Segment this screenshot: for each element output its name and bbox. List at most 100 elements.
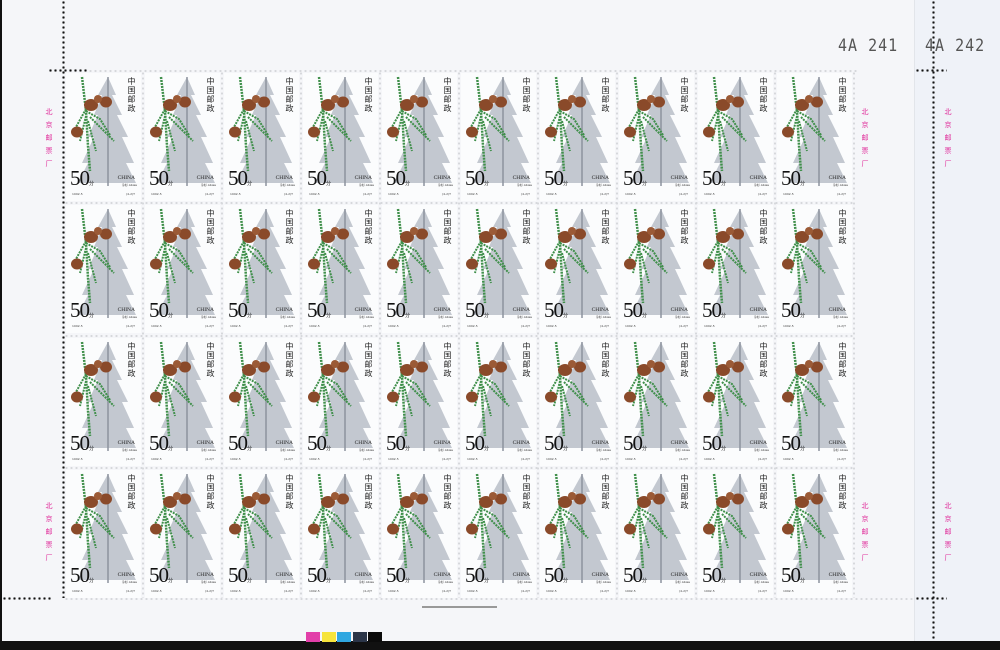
pine-branch-illustration bbox=[145, 469, 220, 598]
denomination-unit: 分 bbox=[642, 182, 648, 187]
denomination: 50分 bbox=[465, 166, 489, 191]
issue-code: 1992-5 bbox=[309, 324, 320, 329]
country-name-cn: 中国邮政 bbox=[364, 209, 373, 246]
denomination: 50分 bbox=[307, 563, 331, 588]
country-name-cn: 中国邮政 bbox=[522, 473, 531, 510]
denomination-unit: 分 bbox=[89, 314, 95, 320]
color-swatch bbox=[352, 632, 367, 642]
issue-code: 1992-5 bbox=[625, 456, 636, 461]
color-swatch bbox=[321, 632, 336, 642]
country-name-cn: 中国邮政 bbox=[601, 77, 610, 113]
stamp: 中国邮政 50分 CHINA 冷杉 Abies 1992-5 (4-2)T bbox=[459, 336, 538, 468]
issue-code: 1992-5 bbox=[72, 588, 83, 593]
stamp-serial: (4-2)T bbox=[204, 456, 214, 461]
margin-inscription-top-right: 北京邮票厂 bbox=[861, 108, 869, 173]
stamp-serial: (4-2)T bbox=[125, 324, 135, 329]
perforation-left bbox=[62, 0, 65, 598]
stamp-serial: (4-2)T bbox=[757, 588, 767, 593]
country-name-en: CHINA bbox=[670, 439, 688, 446]
denomination-unit: 分 bbox=[405, 314, 411, 320]
denomination-value: 50 bbox=[228, 430, 248, 455]
country-name-cn: 中国邮政 bbox=[601, 341, 610, 378]
species-caption: 冷杉 Abies bbox=[437, 183, 453, 187]
issue-code: 1992-5 bbox=[230, 192, 241, 196]
stamp: 中国邮政 50分 CHINA 冷杉 Abies 1992-5 (4-2)T bbox=[64, 336, 143, 468]
species-caption: 冷杉 Abies bbox=[358, 183, 374, 187]
perforation-top bbox=[88, 70, 858, 72]
denomination-value: 50 bbox=[781, 298, 801, 323]
species-caption: 冷杉 Abies bbox=[279, 183, 295, 187]
country-name-cn: 中国邮政 bbox=[443, 473, 452, 510]
stamp-serial: (4-2)T bbox=[125, 588, 135, 593]
issue-code: 1992-5 bbox=[467, 588, 478, 593]
country-name-en: CHINA bbox=[828, 307, 846, 314]
denomination: 50分 bbox=[781, 563, 805, 588]
country-name-cn: 中国邮政 bbox=[601, 209, 610, 246]
denomination-unit: 分 bbox=[89, 578, 95, 584]
species-caption: 冷杉 Abies bbox=[437, 579, 453, 584]
denomination-value: 50 bbox=[386, 166, 406, 190]
denomination: 50分 bbox=[70, 431, 94, 456]
country-name-cn: 中国邮政 bbox=[680, 341, 689, 378]
stamp: 中国邮政 50分 CHINA 冷杉 Abies 1992-5 (4-2)T bbox=[617, 71, 696, 203]
margin-inscription-bottom-right: 北京邮票厂 bbox=[861, 502, 869, 567]
species-caption: 冷杉 Abies bbox=[279, 447, 295, 452]
issue-code: 1992-5 bbox=[704, 324, 715, 329]
denomination-value: 50 bbox=[623, 166, 643, 190]
issue-code: 1992-5 bbox=[230, 324, 241, 329]
denomination-value: 50 bbox=[149, 562, 169, 587]
stamp: 中国邮政 50分 CHINA 冷杉 Abies 1992-5 (4-2)T bbox=[775, 468, 854, 600]
stamp: 中国邮政 50分 CHINA 冷杉 Abies 1992-5 (4-2)T bbox=[222, 203, 301, 335]
margin-inscription-sheet2-bottom: 北京邮票厂 bbox=[944, 502, 952, 567]
species-caption: 冷杉 Abies bbox=[674, 183, 690, 187]
denomination: 50分 bbox=[149, 563, 173, 588]
denomination: 50分 bbox=[386, 431, 410, 456]
denomination-unit: 分 bbox=[326, 578, 332, 584]
issue-code: 1992-5 bbox=[625, 588, 636, 593]
denomination: 50分 bbox=[228, 431, 252, 456]
pine-branch-illustration bbox=[224, 337, 299, 466]
country-name-en: CHINA bbox=[275, 307, 293, 314]
country-name-cn: 中国邮政 bbox=[443, 209, 452, 246]
country-name-cn: 中国邮政 bbox=[759, 473, 768, 510]
stamp: 中国邮政 50分 CHINA 冷杉 Abies 1992-5 (4-2)T bbox=[459, 468, 538, 600]
issue-code: 1992-5 bbox=[546, 324, 557, 329]
denomination-unit: 分 bbox=[642, 446, 648, 452]
country-name-en: CHINA bbox=[749, 571, 767, 578]
denomination-value: 50 bbox=[228, 562, 248, 587]
country-name-cn: 中国邮政 bbox=[759, 341, 768, 378]
issue-code: 1992-5 bbox=[151, 588, 162, 593]
country-name-en: CHINA bbox=[354, 175, 372, 181]
species-caption: 冷杉 Abies bbox=[516, 579, 532, 584]
issue-code: 1992-5 bbox=[783, 192, 794, 196]
issue-code: 1992-5 bbox=[546, 456, 557, 461]
denomination-unit: 分 bbox=[484, 578, 490, 584]
species-caption: 冷杉 Abies bbox=[121, 579, 137, 584]
country-name-en: CHINA bbox=[512, 571, 530, 578]
issue-code: 1992-5 bbox=[783, 324, 794, 329]
stamp: 中国邮政 50分 CHINA 冷杉 Abies 1992-5 (4-2)T bbox=[380, 71, 459, 203]
country-name-en: CHINA bbox=[354, 571, 372, 578]
country-name-cn: 中国邮政 bbox=[443, 77, 452, 113]
stamp-serial: (4-2)T bbox=[836, 588, 846, 593]
stamp-serial: (4-2)T bbox=[520, 192, 530, 196]
denomination-value: 50 bbox=[702, 562, 722, 587]
denomination-unit: 分 bbox=[168, 182, 174, 187]
country-name-en: CHINA bbox=[749, 307, 767, 314]
pine-branch-illustration bbox=[698, 73, 773, 201]
denomination-value: 50 bbox=[623, 298, 643, 323]
species-caption: 冷杉 Abies bbox=[200, 315, 216, 320]
pine-branch-illustration bbox=[382, 469, 457, 598]
stamp: 中国邮政 50分 CHINA 冷杉 Abies 1992-5 (4-2)T bbox=[538, 71, 617, 203]
denomination: 50分 bbox=[623, 166, 647, 191]
country-name-en: CHINA bbox=[512, 175, 530, 181]
stamp: 中国邮政 50分 CHINA 冷杉 Abies 1992-5 (4-2)T bbox=[301, 71, 380, 203]
country-name-en: CHINA bbox=[117, 307, 135, 314]
denomination-unit: 分 bbox=[168, 314, 174, 320]
stamp: 中国邮政 50分 CHINA 冷杉 Abies 1992-5 (4-2)T bbox=[617, 203, 696, 335]
stamp: 中国邮政 50分 CHINA 冷杉 Abies 1992-5 (4-2)T bbox=[301, 203, 380, 335]
country-name-cn: 中国邮政 bbox=[601, 473, 610, 510]
stamp: 中国邮政 50分 CHINA 冷杉 Abies 1992-5 (4-2)T bbox=[459, 71, 538, 203]
country-name-en: CHINA bbox=[196, 439, 214, 446]
issue-code: 1992-5 bbox=[309, 456, 320, 461]
